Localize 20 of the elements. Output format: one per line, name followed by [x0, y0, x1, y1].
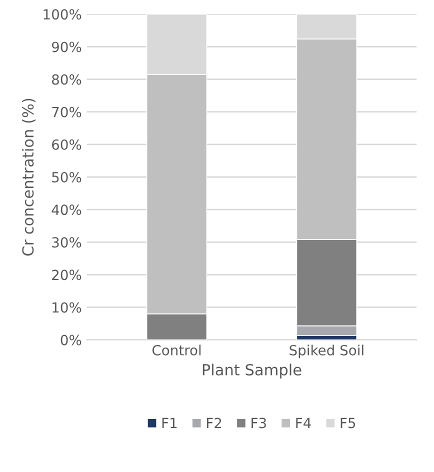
y-axis-title: Cr concentration (%)	[22, 98, 36, 256]
y-tick-label: 40%	[52, 204, 82, 216]
x-axis-title: Plant Sample	[202, 364, 302, 378]
legend-label: F3	[252, 418, 266, 428]
legend-label: F4	[296, 418, 311, 428]
y-tick-label: 30%	[52, 237, 82, 248]
legend-label: F2	[207, 418, 222, 428]
y-tick-label: 70%	[52, 106, 82, 118]
y-tick-label: 20%	[52, 270, 82, 280]
x-tick-label: Control	[152, 344, 201, 356]
y-tick-label: 80%	[52, 74, 82, 85]
legend-label: F1	[162, 418, 177, 428]
x-tick-label: Spiked Soil	[290, 344, 364, 358]
y-tick-label: 10%	[52, 302, 82, 313]
y-tick-label: 50%	[52, 172, 82, 182]
legend-label: F5	[340, 418, 356, 428]
y-tick-label: 100%	[44, 9, 82, 20]
y-tick-label: 90%	[52, 42, 82, 52]
y-tick-label: 0%	[60, 334, 82, 346]
y-tick-label: 60%	[52, 139, 82, 150]
